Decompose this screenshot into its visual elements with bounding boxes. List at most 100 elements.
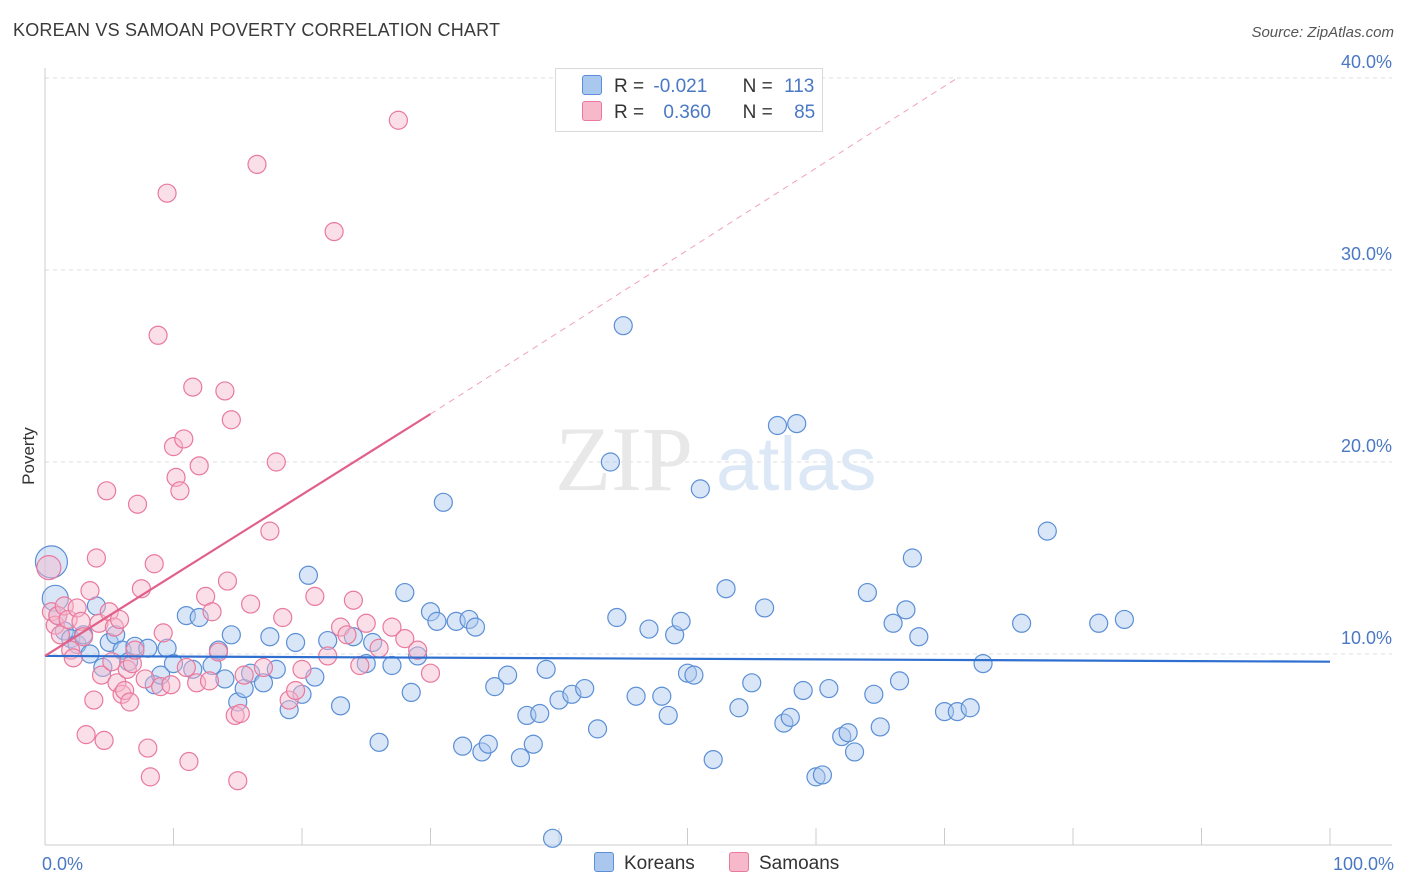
samoan-point <box>292 659 312 679</box>
samoan-point <box>234 665 254 685</box>
bottom-legend-koreans-label: Koreans <box>624 853 695 874</box>
stats-legend: R = -0.021 N = 113 R = 0.360 N = 85 <box>555 68 823 132</box>
y-tick-label: 30.0% <box>1341 244 1392 264</box>
korean-point <box>587 719 608 739</box>
samoan-point <box>176 657 196 678</box>
samoan-point <box>97 481 117 501</box>
samoan-point <box>228 771 248 791</box>
samoan-point <box>273 607 293 628</box>
trend-layer <box>44 77 1331 663</box>
korean-point <box>767 415 788 436</box>
watermark: ZIP atlas <box>555 408 877 510</box>
korean-point <box>703 749 723 770</box>
samoan-point <box>144 554 164 574</box>
korean-point <box>1037 521 1057 541</box>
samoan-point <box>174 429 194 449</box>
korean-swatch <box>594 852 614 872</box>
korean-point <box>973 653 993 674</box>
korean-point <box>883 613 903 633</box>
korean-point <box>260 627 280 647</box>
korean-point <box>34 545 69 579</box>
korean-point <box>298 565 319 585</box>
samoan-point <box>330 617 351 637</box>
grid-layer <box>45 77 1392 655</box>
korean-point <box>742 673 762 693</box>
korean-point <box>684 665 704 685</box>
samoan-point <box>61 640 81 660</box>
samoan-point <box>202 602 222 622</box>
korean-point <box>793 680 813 701</box>
korean-point <box>889 671 910 691</box>
samoan-point <box>120 692 140 712</box>
bottom-legend-samoans: Samoans <box>729 852 839 875</box>
samoan-point <box>337 625 357 645</box>
korean-point <box>902 548 922 568</box>
korean-point <box>812 765 833 785</box>
korean-point <box>330 696 351 716</box>
samoan-point <box>36 554 62 581</box>
x-tick-label: 100.0% <box>1333 854 1394 874</box>
samoan-point <box>395 629 415 649</box>
korean-point <box>221 625 241 645</box>
korean-point <box>536 659 556 679</box>
samoan-point <box>208 642 229 662</box>
samoan-trend-line <box>44 413 432 657</box>
samoan-point <box>50 625 71 645</box>
watermark-atlas: atlas <box>716 422 877 507</box>
korean-point <box>215 669 235 689</box>
legend-r-label: R = <box>614 102 645 123</box>
korean-point <box>163 653 184 674</box>
samoan-point <box>99 602 119 622</box>
samoan-point <box>189 456 209 476</box>
samoan-point <box>285 680 306 701</box>
korean-point <box>729 698 749 718</box>
samoan-point <box>253 657 274 678</box>
watermark-zip: ZIP <box>555 408 693 510</box>
korean-point <box>857 582 878 603</box>
korean-point <box>909 627 929 647</box>
korean-point <box>408 646 428 666</box>
korean-point <box>844 742 865 762</box>
korean-point <box>485 677 505 697</box>
legend-row-samoans: R = 0.360 N = 85 <box>582 101 815 127</box>
legend-r-label: R = <box>614 76 645 97</box>
korean-point <box>472 742 492 762</box>
samoan-point <box>157 183 177 203</box>
korean-point <box>427 611 447 631</box>
samoan-point <box>318 646 338 666</box>
samoan-point <box>408 640 428 660</box>
samoan-point <box>247 154 267 174</box>
samoan-point <box>125 640 145 660</box>
samoan-point <box>324 222 344 242</box>
samoan-point <box>140 767 160 787</box>
samoan-point <box>138 738 158 758</box>
korean-point <box>600 452 621 472</box>
legend-r-value-koreans: -0.021 <box>653 76 708 97</box>
samoan-point <box>117 659 137 679</box>
samoan-trend-extension <box>430 77 958 415</box>
korean-point <box>478 734 498 754</box>
korean-point <box>960 698 980 718</box>
y-tick-label: 20.0% <box>1341 436 1392 456</box>
samoan-point <box>179 751 199 772</box>
samoan-point <box>350 655 370 676</box>
label-layer: 10.0% 20.0% 30.0% 40.0% 0.0% 100.0% Poverty <box>19 52 1394 874</box>
korean-point <box>510 748 531 768</box>
korean-point <box>575 678 595 699</box>
samoan-point <box>215 381 235 401</box>
korean-point <box>896 600 916 620</box>
samoan-point <box>127 494 148 514</box>
source-label: Source: ZipAtlas.com <box>1251 24 1394 41</box>
samoan-point <box>183 377 203 397</box>
legend-r-value-samoans: 0.360 <box>663 102 711 123</box>
korean-point <box>151 665 171 685</box>
axis-layer <box>44 68 1392 846</box>
korean-point <box>523 734 543 754</box>
korean-points <box>34 316 1135 848</box>
korean-point <box>780 707 800 727</box>
korean-point <box>947 701 967 722</box>
samoan-point <box>221 410 241 430</box>
y-axis-title: Poverty <box>19 427 38 485</box>
korean-point <box>453 736 473 756</box>
samoan-point <box>420 663 441 683</box>
